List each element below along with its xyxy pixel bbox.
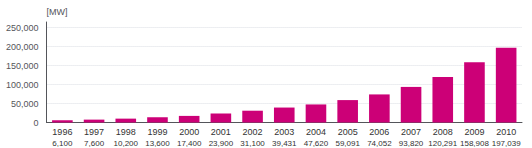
svg-text:120,291: 120,291	[428, 139, 457, 148]
svg-text:6,100: 6,100	[52, 139, 73, 148]
svg-text:2000: 2000	[179, 127, 199, 137]
svg-text:100,000: 100,000	[6, 80, 39, 90]
svg-text:93,820: 93,820	[399, 139, 424, 148]
svg-text:2004: 2004	[306, 127, 326, 137]
svg-text:74,052: 74,052	[367, 139, 392, 148]
svg-text:250,000: 250,000	[6, 23, 39, 33]
svg-text:1997: 1997	[84, 127, 104, 137]
svg-text:1998: 1998	[116, 127, 136, 137]
svg-text:39,431: 39,431	[272, 139, 297, 148]
svg-text:2009: 2009	[464, 127, 484, 137]
svg-text:47,620: 47,620	[304, 139, 329, 148]
svg-text:2008: 2008	[433, 127, 453, 137]
svg-text:150,000: 150,000	[6, 61, 39, 71]
svg-text:2006: 2006	[369, 127, 389, 137]
svg-text:197,039: 197,039	[492, 139, 521, 148]
svg-text:1996: 1996	[52, 127, 72, 137]
svg-text:200,000: 200,000	[6, 42, 39, 52]
svg-text:2010: 2010	[496, 127, 516, 137]
svg-text:1999: 1999	[147, 127, 167, 137]
svg-text:2005: 2005	[338, 127, 358, 137]
svg-text:2001: 2001	[211, 127, 231, 137]
svg-text:0: 0	[34, 118, 39, 128]
svg-text:7,600: 7,600	[84, 139, 105, 148]
svg-text:158,908: 158,908	[460, 139, 489, 148]
svg-text:17,400: 17,400	[177, 139, 202, 148]
svg-text:2007: 2007	[401, 127, 421, 137]
svg-text:2002: 2002	[243, 127, 263, 137]
svg-text:31,100: 31,100	[240, 139, 265, 148]
svg-text:13,600: 13,600	[145, 139, 170, 148]
svg-text:[MW]: [MW]	[47, 7, 68, 17]
svg-text:10,200: 10,200	[114, 139, 139, 148]
svg-text:50,000: 50,000	[11, 99, 39, 109]
svg-text:23,900: 23,900	[209, 139, 234, 148]
svg-text:2003: 2003	[274, 127, 294, 137]
svg-text:59,091: 59,091	[335, 139, 360, 148]
